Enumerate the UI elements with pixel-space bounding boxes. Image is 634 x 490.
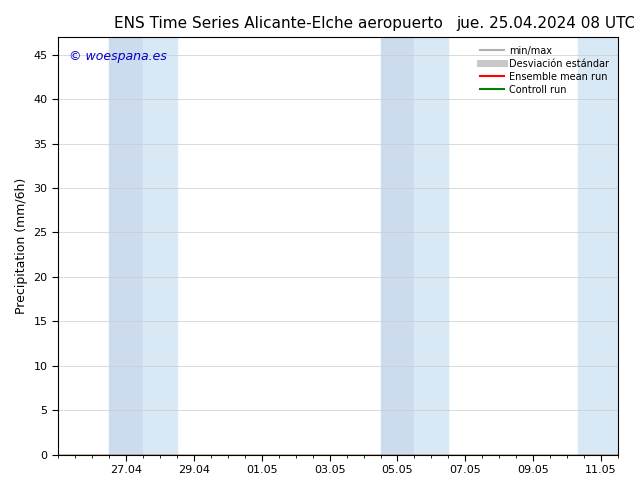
Bar (415, 37, 448, 455)
Text: © woespana.es: © woespana.es (69, 49, 167, 63)
Bar (578, 37, 618, 455)
Bar (143, 37, 177, 455)
Bar (109, 37, 143, 455)
Y-axis label: Precipitation (mm/6h): Precipitation (mm/6h) (15, 178, 28, 314)
Text: jue. 25.04.2024 08 UTC: jue. 25.04.2024 08 UTC (456, 16, 634, 31)
Text: ENS Time Series Alicante-Elche aeropuerto: ENS Time Series Alicante-Elche aeropuert… (114, 16, 443, 31)
Bar (380, 37, 415, 455)
Legend: min/max, Desviación estándar, Ensemble mean run, Controll run: min/max, Desviación estándar, Ensemble m… (476, 42, 613, 98)
